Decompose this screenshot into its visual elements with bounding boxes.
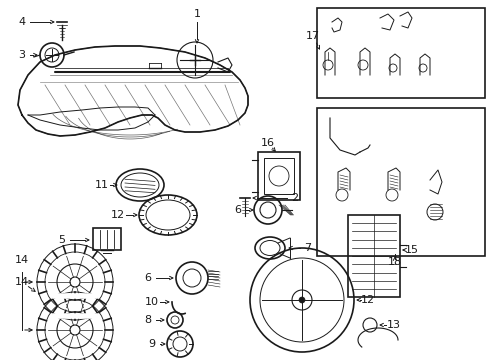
Text: 7: 7 <box>304 243 311 253</box>
Text: 16: 16 <box>261 138 274 148</box>
Text: 12: 12 <box>360 295 374 305</box>
Circle shape <box>298 297 305 303</box>
Text: 8: 8 <box>144 315 151 325</box>
Text: 4: 4 <box>19 17 25 27</box>
Bar <box>316 8 484 98</box>
Text: 12: 12 <box>111 210 125 220</box>
Text: 3: 3 <box>19 50 25 60</box>
Text: 10: 10 <box>145 297 159 307</box>
Text: 2: 2 <box>291 193 298 203</box>
Text: 5: 5 <box>59 235 65 245</box>
Text: 9: 9 <box>148 339 155 349</box>
Bar <box>93 228 121 250</box>
Text: 14: 14 <box>15 255 29 265</box>
Text: 13: 13 <box>386 320 400 330</box>
Text: 14: 14 <box>15 277 29 287</box>
Bar <box>316 108 484 256</box>
Bar <box>347 215 399 297</box>
Text: 1: 1 <box>193 9 200 19</box>
Bar <box>264 158 293 194</box>
Bar <box>258 152 299 200</box>
Text: 18: 18 <box>387 257 401 267</box>
Text: 15: 15 <box>404 245 418 255</box>
Text: 6: 6 <box>144 273 151 283</box>
Text: 6: 6 <box>234 205 241 215</box>
Text: 11: 11 <box>95 180 109 190</box>
Text: 17: 17 <box>305 31 320 41</box>
